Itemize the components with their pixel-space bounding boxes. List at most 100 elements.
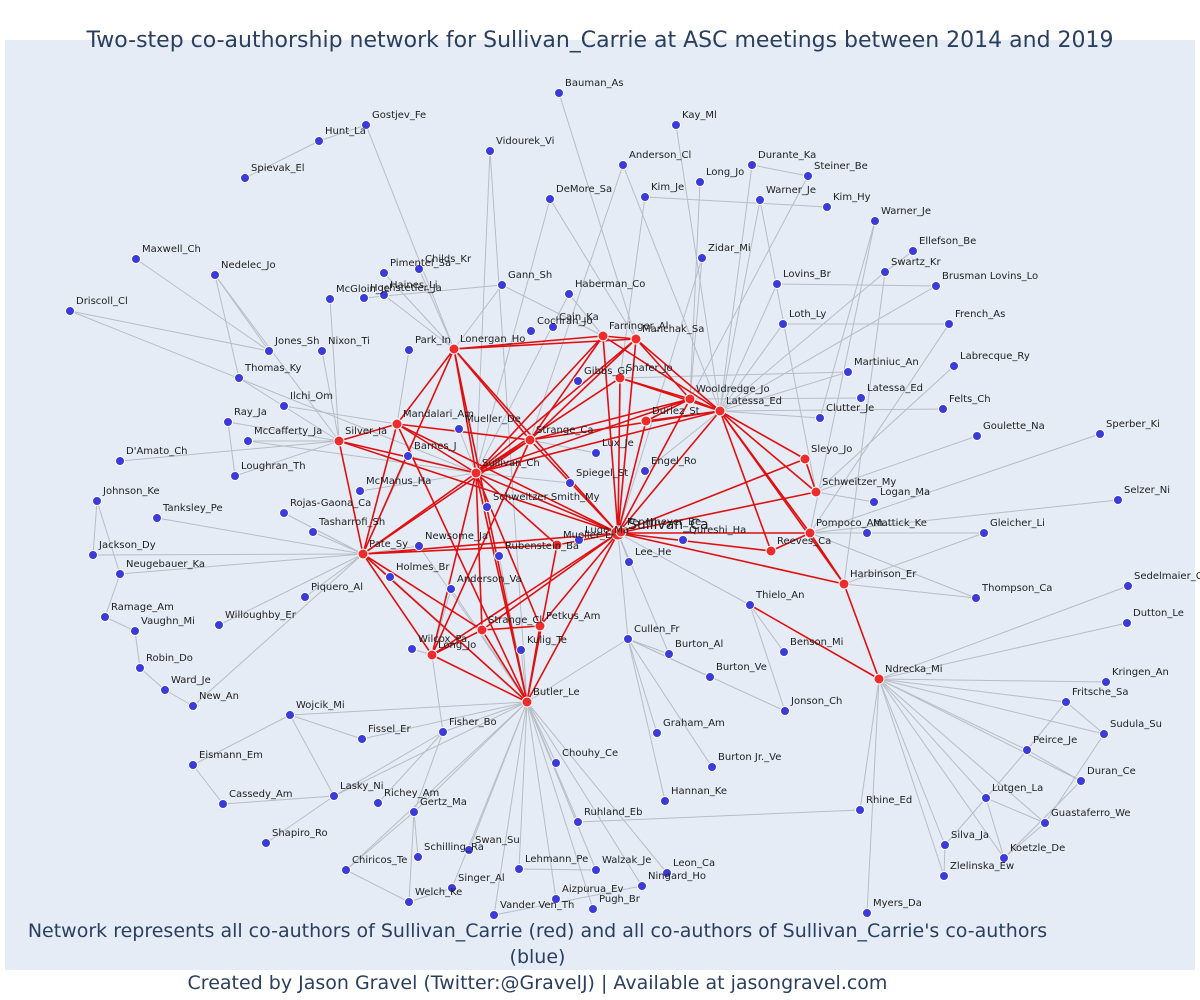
node-ramage-am[interactable] [100,612,110,622]
node-silver-ia[interactable] [333,435,345,447]
node-thomas-ky[interactable] [234,373,244,383]
node-qureshi-ha[interactable] [678,535,688,545]
node-singer-al[interactable] [447,883,457,893]
node-hannan-ke[interactable] [660,796,670,806]
node-strange-cl[interactable] [476,624,488,636]
node-sedelmaier-c[interactable] [1123,581,1133,591]
node-burton-ve[interactable] [705,672,715,682]
node-labrecque-ry[interactable] [949,361,959,371]
node-peirce-je[interactable] [1022,745,1032,755]
node-warner-je[interactable] [755,195,765,205]
node-mattick-ke[interactable] [862,528,872,538]
node-sullivan-ch[interactable] [470,467,482,479]
node-gertz-ma[interactable] [409,807,419,817]
node-brusman-lovins-lo[interactable] [931,281,941,291]
node-ruhland-eb[interactable] [573,817,583,827]
node-long-jo[interactable] [426,649,438,661]
node-cain-ka[interactable] [548,322,558,332]
node-holmes-br[interactable] [385,572,395,582]
node-ndrecka-mi[interactable] [873,673,885,685]
node-dutton-le[interactable] [1122,618,1132,628]
node-mcmanus-ha[interactable] [355,486,365,496]
node-swartz-kr[interactable] [880,267,890,277]
node-walzak-je[interactable] [591,865,601,875]
node-nixon-ti[interactable] [317,346,327,356]
node-benson-mi[interactable] [779,647,789,657]
node-strange-ca[interactable] [524,434,536,446]
node-mcgloin-je[interactable] [325,294,335,304]
node-vidourek-vi[interactable] [485,146,495,156]
node-warner-je2[interactable] [870,216,880,226]
node-barnes-j[interactable] [403,451,413,461]
node-loth-ly[interactable] [778,319,788,329]
node-lonergan-ho[interactable] [448,343,460,355]
node-leon-ca[interactable] [662,868,672,878]
node-haberman-co[interactable] [564,289,574,299]
node-piquero-al[interactable] [300,592,310,602]
node-thompson-ca[interactable] [971,593,981,603]
node-kay-ml[interactable] [671,120,681,130]
node-haines-li[interactable] [379,290,389,300]
node-newsome-ja[interactable] [414,541,424,551]
node-anderson-va[interactable] [446,584,456,594]
node-wilcox-pa[interactable] [407,644,417,654]
node-nedelec-jo[interactable] [210,270,220,280]
node-spievak-el[interactable] [240,173,250,183]
node-butler-le[interactable] [521,696,533,708]
node-jones-sh[interactable] [264,346,274,356]
node-anderson-cl[interactable] [618,160,628,170]
node-lutgen-la[interactable] [981,793,991,803]
node-durante-ka[interactable] [747,160,757,170]
node-durlez-st[interactable] [640,415,652,427]
node-schweitzer-my[interactable] [810,486,822,498]
node-jonson-ch[interactable] [780,706,790,716]
node-myers-da[interactable] [862,908,872,918]
node-cassedy-am[interactable] [218,799,228,809]
node-ray-ja[interactable] [223,417,233,427]
node-tasharrofi-sh[interactable] [308,527,318,537]
node-mccafferty-ja[interactable] [243,436,253,446]
node-steiner-be[interactable] [803,171,813,181]
node-lasky-ni[interactable] [329,791,339,801]
node-demore-sa[interactable] [545,194,555,204]
node-rhine-ed[interactable] [855,805,865,815]
node-lugo-ma[interactable] [574,535,584,545]
node-kim-hy[interactable] [822,202,832,212]
node-fissel-er[interactable] [357,734,367,744]
node-aizpurua-ev[interactable] [551,894,561,904]
node-long-jo-top[interactable] [695,177,705,187]
node-lovins-br[interactable] [772,279,782,289]
node-koetzle-de[interactable] [999,853,1009,863]
node-robin-do[interactable] [135,663,145,673]
node-rojas-gaona-ca[interactable] [279,508,289,518]
node-willoughby-er[interactable] [214,620,224,630]
node-fritsche-sa[interactable] [1061,697,1071,707]
node-neugebauer-ka[interactable] [115,569,125,579]
node-gann-sh[interactable] [497,280,507,290]
node-graham-am[interactable] [652,728,662,738]
node-goulette-na[interactable] [972,431,982,441]
node-wooldredge-jo[interactable] [684,393,696,405]
node-silva-ja[interactable] [940,840,950,850]
node-new-an[interactable] [188,701,198,711]
node-farringer-al[interactable] [597,330,609,342]
node-ningard-ho[interactable] [637,881,647,891]
node-fisher-bo[interactable] [438,727,448,737]
node-selzer-ni[interactable] [1113,495,1123,505]
node-kringen-an[interactable] [1101,677,1111,687]
node-martiniuc-an[interactable] [843,367,853,377]
node-gibbs-gi[interactable] [573,376,583,386]
node-vander-ven-th[interactable] [489,910,499,920]
node-engel-ro[interactable] [640,466,650,476]
node-lux-je[interactable] [591,448,601,458]
node-latessa-ed[interactable] [856,393,866,403]
node-johnson-ke[interactable] [92,496,102,506]
node-burton-al[interactable] [664,649,674,659]
node-kim-je[interactable] [640,192,650,202]
node-petkus-am[interactable] [534,620,546,632]
node-ellefson-be[interactable] [908,246,918,256]
node-welch-ke[interactable] [404,897,414,907]
node-zidar-mi[interactable] [697,253,707,263]
node-gleicher-li[interactable] [979,528,989,538]
node-harbinson-er[interactable] [838,578,850,590]
